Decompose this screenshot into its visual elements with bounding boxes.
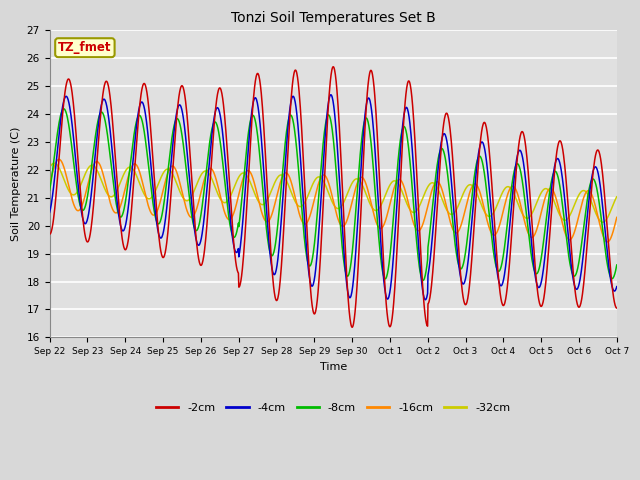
Title: Tonzi Soil Temperatures Set B: Tonzi Soil Temperatures Set B [231,11,436,25]
X-axis label: Time: Time [319,361,347,372]
Y-axis label: Soil Temperature (C): Soil Temperature (C) [11,127,21,241]
Legend: -2cm, -4cm, -8cm, -16cm, -32cm: -2cm, -4cm, -8cm, -16cm, -32cm [152,399,515,418]
Text: TZ_fmet: TZ_fmet [58,41,111,54]
